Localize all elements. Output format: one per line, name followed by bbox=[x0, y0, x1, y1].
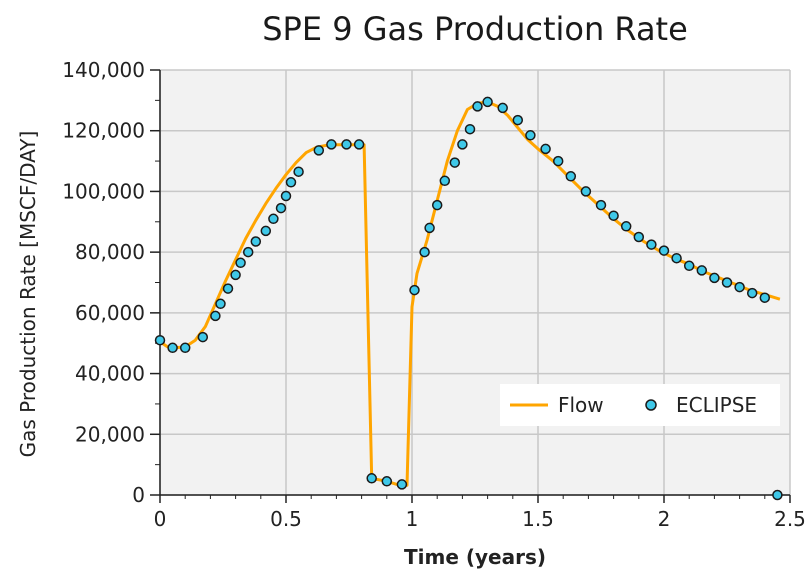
y-tick-label: 80,000 bbox=[75, 240, 145, 264]
eclipse-data-point bbox=[313, 145, 325, 156]
legend-flow-label: Flow bbox=[558, 393, 604, 417]
eclipse-data-point bbox=[620, 221, 632, 232]
eclipse-data-point bbox=[552, 155, 564, 167]
eclipse-data-point bbox=[215, 298, 226, 310]
eclipse-data-point bbox=[353, 139, 365, 150]
legend: Flow ECLIPSE bbox=[500, 384, 780, 426]
eclipse-data-point bbox=[285, 177, 297, 188]
eclipse-data-point bbox=[381, 476, 393, 487]
eclipse-data-point bbox=[326, 139, 337, 150]
eclipse-data-point bbox=[525, 130, 536, 141]
legend-eclipse-marker bbox=[645, 399, 657, 411]
eclipse-data-point bbox=[709, 272, 720, 284]
eclipse-data-point bbox=[497, 102, 508, 114]
series-layer bbox=[154, 96, 783, 501]
eclipse-data-point bbox=[759, 292, 771, 303]
eclipse-data-point bbox=[222, 283, 234, 294]
eclipse-data-point bbox=[696, 265, 708, 276]
eclipse-data-point bbox=[424, 222, 435, 234]
axes bbox=[150, 69, 791, 503]
eclipse-data-point bbox=[293, 166, 304, 177]
eclipse-data-point bbox=[482, 96, 493, 108]
legend-eclipse-label: ECLIPSE bbox=[676, 393, 757, 417]
eclipse-data-point bbox=[167, 342, 178, 354]
eclipse-data-point bbox=[409, 284, 420, 296]
y-tick-label: 20,000 bbox=[75, 422, 145, 446]
eclipse-data-point bbox=[565, 171, 577, 182]
eclipse-data-point bbox=[472, 101, 483, 112]
plot-area bbox=[160, 70, 790, 495]
eclipse-data-point bbox=[658, 245, 670, 256]
tick-labels: 0 0.5 1 1.5 2 2.5 0 20,000 40,000 60,000 80,000 100… bbox=[62, 58, 806, 531]
eclipse-data-point bbox=[230, 269, 241, 281]
eclipse-data-point bbox=[633, 231, 645, 243]
eclipse-data-point bbox=[235, 257, 246, 269]
y-tick-label: 60,000 bbox=[75, 301, 145, 325]
y-tick-label: 140,000 bbox=[62, 58, 145, 82]
y-tick-label: 100,000 bbox=[62, 179, 145, 203]
eclipse-data-point bbox=[260, 225, 272, 237]
eclipse-data-point bbox=[734, 281, 745, 293]
eclipse-data-point bbox=[439, 175, 451, 187]
eclipse-data-point bbox=[431, 199, 443, 211]
eclipse-data-point bbox=[580, 186, 592, 197]
eclipse-data-point bbox=[683, 260, 695, 272]
eclipse-data-point bbox=[595, 199, 607, 211]
x-tick-label: 1.5 bbox=[522, 507, 554, 531]
eclipse-data-point bbox=[242, 246, 254, 258]
eclipse-data-point bbox=[396, 479, 408, 490]
eclipse-data-point bbox=[154, 334, 166, 346]
eclipse-data-point bbox=[540, 143, 551, 155]
eclipse-data-point bbox=[341, 139, 352, 150]
x-tick-label: 1 bbox=[406, 507, 419, 531]
eclipse-data-point bbox=[464, 123, 476, 135]
eclipse-data-point bbox=[646, 239, 657, 250]
eclipse-data-point bbox=[419, 246, 430, 258]
eclipse-data-point bbox=[197, 331, 209, 343]
eclipse-data-point bbox=[268, 213, 279, 225]
eclipse-data-point bbox=[179, 342, 191, 354]
x-tick-label: 0 bbox=[154, 507, 167, 531]
eclipse-data-point bbox=[671, 252, 682, 264]
eclipse-data-point bbox=[608, 210, 619, 221]
y-tick-label: 40,000 bbox=[75, 362, 145, 386]
eclipse-data-point bbox=[772, 489, 783, 501]
eclipse-data-point bbox=[746, 287, 758, 299]
eclipse-data-point bbox=[250, 236, 262, 247]
x-axis-label: Time (years) bbox=[403, 545, 546, 569]
eclipse-data-point bbox=[512, 114, 524, 126]
eclipse-data-point bbox=[210, 310, 221, 322]
x-tick-label: 0.5 bbox=[270, 507, 302, 531]
x-tick-label: 2.5 bbox=[774, 507, 806, 531]
y-tick-label: 0 bbox=[132, 483, 145, 507]
eclipse-data-point bbox=[280, 190, 292, 202]
eclipse-data-point bbox=[366, 473, 377, 484]
eclipse-data-point bbox=[457, 139, 468, 150]
x-tick-label: 2 bbox=[658, 507, 671, 531]
y-tick-label: 120,000 bbox=[62, 119, 145, 143]
eclipse-data-point bbox=[275, 202, 287, 214]
eclipse-data-point bbox=[721, 277, 733, 288]
chart-title: SPE 9 Gas Production Rate bbox=[262, 10, 688, 48]
eclipse-data-point bbox=[449, 157, 461, 168]
